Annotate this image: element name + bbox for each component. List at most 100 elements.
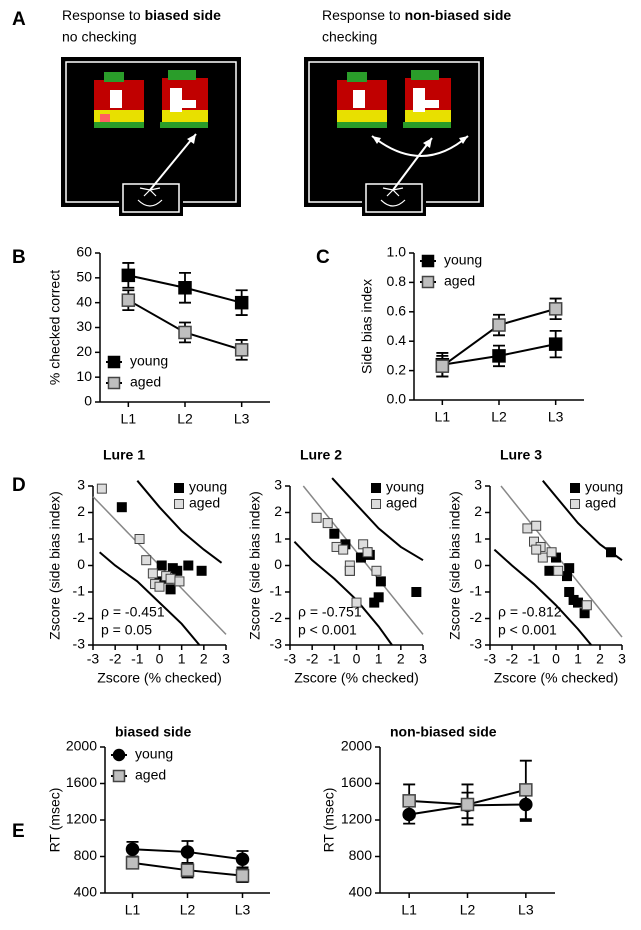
x-tick-label: -2 [306,651,319,667]
legend-label: young [585,479,623,495]
marker [183,560,194,571]
marker [519,783,533,797]
marker [553,565,564,576]
legend-label: aged [585,495,616,511]
title-prefix: Response to [322,7,401,23]
marker [174,576,185,587]
marker [362,547,373,558]
x-tick-label: -3 [284,651,297,667]
marker [573,597,583,608]
x-axis-label: Zscore (% checked) [294,670,418,686]
marker [329,528,340,539]
chart-title: Lure 2 [300,447,342,463]
title-bold: biased side [145,7,221,23]
legend-marker [112,748,126,762]
legend-marker [371,499,381,509]
legend-marker [107,355,121,369]
marker [548,337,563,351]
marker [147,568,158,579]
x-axis-label: Zscore (% checked) [97,670,221,686]
marker [371,565,382,576]
marker [344,565,355,576]
legend-marker [421,275,435,289]
marker [606,547,616,558]
marker [375,576,386,587]
marker [141,555,152,566]
x-tick-label: 2 [596,651,604,667]
marker [121,293,136,307]
y-tick-label: 1200 [66,811,97,827]
x-tick-label: L3 [235,902,251,918]
y-tick-label: 1 [274,530,282,546]
marker [338,544,349,555]
y-tick-label: 30 [76,318,92,334]
y-axis-label: RT (msec) [321,788,337,853]
legend-label: young [444,252,482,268]
y-tick-label: 1600 [66,774,97,790]
marker [165,584,176,595]
y-tick-label: 800 [74,847,98,863]
legend-label: aged [130,374,161,390]
x-tick-label: 2 [200,651,208,667]
legend-marker [570,483,580,493]
marker [156,560,167,571]
x-tick-label: 1 [375,651,383,667]
panel-a-title: Response to biased side [62,7,221,23]
y-tick-label: 40 [76,293,92,309]
marker [546,547,557,558]
marker [531,520,542,531]
y-tick-label: -2 [73,609,86,625]
legend-label: aged [444,273,475,289]
marker [125,842,140,856]
x-tick-label: 3 [618,651,626,667]
screen-right [304,57,484,216]
marker [564,563,575,574]
y-tick-label: 0.0 [387,391,407,407]
y-tick-label: 1600 [341,774,372,790]
y-tick-label: 2 [77,503,85,519]
y-tick-label: 400 [349,884,373,900]
y-tick-label: 400 [74,884,98,900]
y-tick-label: 20 [76,343,92,359]
marker [180,863,195,877]
marker [165,573,176,584]
legend-marker [421,254,435,268]
marker [522,523,533,534]
marker [235,852,250,866]
screen-left [61,57,241,216]
y-axis-label: Zscore (side bias index) [247,491,263,640]
annotation: ρ = -0.812 [498,604,562,620]
y-tick-label: 0.6 [387,303,407,319]
marker [172,565,183,576]
marker [96,483,107,494]
marker [492,318,506,332]
chart-title: Lure 1 [103,447,145,463]
x-tick-label: 3 [419,651,427,667]
y-tick-label: -1 [73,583,86,599]
x-tick-label: L1 [121,411,137,427]
x-tick-label: -1 [131,651,144,667]
x-tick-label: L3 [548,409,564,425]
x-tick-label: 1 [574,651,582,667]
marker [531,544,542,555]
marker [134,534,145,544]
marker [125,856,140,870]
annotation: ρ = -0.451 [101,604,165,620]
x-tick-label: L2 [177,411,193,427]
panel-label: B [12,247,26,268]
y-tick-label: -1 [470,583,483,599]
y-tick-label: 3 [77,477,85,493]
y-tick-label: 2000 [341,738,372,754]
x-tick-label: L1 [125,902,141,918]
x-tick-label: 0 [353,651,361,667]
y-tick-label: 1200 [341,811,372,827]
marker [411,587,422,597]
chart-title: non-biased side [390,724,497,740]
chart-title: biased side [115,724,191,740]
y-axis-label: Zscore (side bias index) [47,491,63,640]
y-axis-label: Zscore (side bias index) [447,491,463,640]
x-tick-label: 3 [222,651,230,667]
y-axis-label: % checked correct [47,270,63,385]
annotation: p < 0.001 [498,622,557,638]
